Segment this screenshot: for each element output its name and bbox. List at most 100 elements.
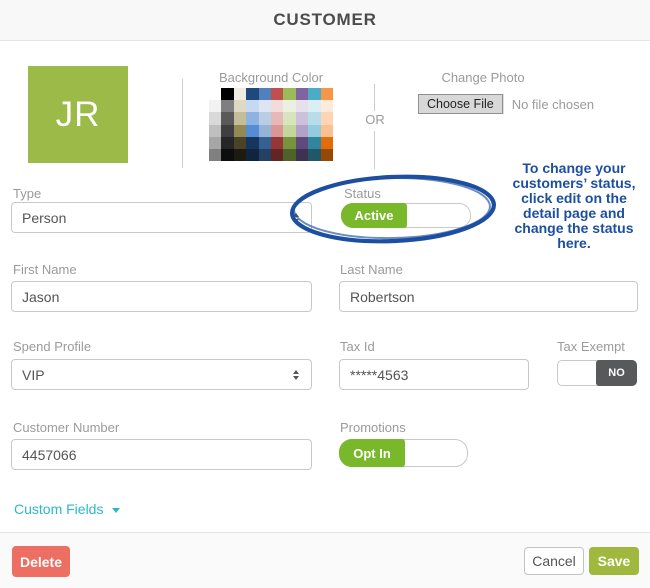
palette-swatch[interactable]: [270, 100, 284, 113]
palette-swatch[interactable]: [258, 136, 271, 149]
palette-swatch[interactable]: [246, 148, 259, 161]
choose-file-button[interactable]: Choose File: [418, 94, 503, 114]
tax-exempt-toggle-label: NO: [608, 367, 625, 379]
tax-id-label: Tax Id: [340, 339, 375, 354]
page-title: CUSTOMER: [273, 10, 377, 29]
palette-swatch[interactable]: [258, 124, 271, 137]
custom-fields-link[interactable]: Custom Fields: [14, 501, 121, 517]
divider-vertical: [502, 94, 504, 114]
background-color-palette[interactable]: [209, 88, 333, 161]
chevron-down-icon: [112, 507, 121, 513]
modal-header: CUSTOMER: [0, 0, 650, 41]
palette-swatch[interactable]: [270, 124, 284, 137]
file-input: Choose File No file chosen: [418, 94, 594, 114]
customer-number-field[interactable]: [11, 439, 312, 470]
divider-vertical: [374, 131, 375, 169]
palette-swatch[interactable]: [320, 100, 333, 113]
palette-swatch[interactable]: [246, 100, 259, 113]
palette-swatch[interactable]: [209, 112, 222, 125]
palette-swatch[interactable]: [283, 136, 296, 149]
palette-swatch[interactable]: [209, 100, 222, 113]
palette-swatch[interactable]: [209, 88, 222, 101]
palette-swatch[interactable]: [320, 88, 333, 101]
palette-swatch[interactable]: [258, 100, 271, 113]
palette-swatch[interactable]: [209, 148, 222, 161]
palette-swatch[interactable]: [308, 124, 321, 137]
palette-swatch[interactable]: [320, 148, 333, 161]
palette-swatch[interactable]: [295, 136, 309, 149]
promotions-toggle[interactable]: Opt In: [339, 439, 468, 467]
palette-swatch[interactable]: [233, 136, 247, 149]
palette-swatch[interactable]: [270, 112, 284, 125]
palette-swatch[interactable]: [308, 136, 321, 149]
palette-swatch[interactable]: [283, 124, 296, 137]
palette-swatch[interactable]: [283, 100, 296, 113]
first-name-field[interactable]: [11, 281, 312, 312]
palette-swatch[interactable]: [246, 112, 259, 125]
tax-exempt-label: Tax Exempt: [557, 339, 625, 354]
palette-swatch[interactable]: [283, 88, 296, 101]
status-toggle-label: Active: [354, 208, 394, 223]
palette-swatch[interactable]: [308, 100, 321, 113]
palette-swatch[interactable]: [308, 88, 321, 101]
spend-profile-label: Spend Profile: [13, 339, 92, 354]
palette-swatch[interactable]: [270, 136, 284, 149]
spend-profile-select[interactable]: VIP: [11, 359, 312, 390]
palette-swatch[interactable]: [283, 112, 296, 125]
type-label: Type: [13, 186, 42, 201]
background-color-label: Background Color: [218, 70, 324, 85]
palette-swatch[interactable]: [258, 88, 271, 101]
cancel-button[interactable]: Cancel: [524, 547, 584, 575]
type-select[interactable]: Person: [11, 202, 312, 233]
divider-vertical: [182, 79, 183, 168]
palette-swatch[interactable]: [221, 148, 234, 161]
palette-swatch[interactable]: [221, 88, 234, 101]
palette-swatch[interactable]: [320, 112, 333, 125]
palette-swatch[interactable]: [320, 124, 333, 137]
palette-swatch[interactable]: [246, 124, 259, 137]
palette-swatch[interactable]: [270, 88, 284, 101]
palette-swatch[interactable]: [258, 148, 271, 161]
last-name-field[interactable]: [339, 281, 638, 312]
promotions-label: Promotions: [340, 420, 406, 435]
palette-swatch[interactable]: [283, 148, 296, 161]
palette-swatch[interactable]: [308, 148, 321, 161]
promotions-toggle-label: Opt In: [353, 445, 391, 461]
status-toggle[interactable]: Active: [341, 203, 471, 228]
palette-swatch[interactable]: [209, 136, 222, 149]
tax-exempt-toggle[interactable]: NO: [557, 360, 637, 386]
save-button[interactable]: Save: [589, 547, 639, 575]
tax-id-field[interactable]: [339, 359, 529, 390]
palette-swatch[interactable]: [295, 148, 309, 161]
palette-swatch[interactable]: [295, 100, 309, 113]
divider-vertical: [374, 84, 375, 111]
palette-swatch[interactable]: [258, 112, 271, 125]
palette-swatch[interactable]: [295, 112, 309, 125]
or-label: OR: [365, 112, 385, 127]
palette-swatch[interactable]: [320, 136, 333, 149]
palette-swatch[interactable]: [246, 88, 259, 101]
custom-fields-label: Custom Fields: [14, 501, 104, 517]
palette-swatch[interactable]: [308, 112, 321, 125]
palette-swatch[interactable]: [233, 112, 247, 125]
palette-swatch[interactable]: [221, 136, 234, 149]
status-toggle-on: Active: [341, 203, 407, 228]
palette-swatch[interactable]: [295, 88, 309, 101]
palette-swatch[interactable]: [246, 136, 259, 149]
delete-button[interactable]: Delete: [12, 546, 70, 577]
customer-number-label: Customer Number: [13, 420, 120, 435]
palette-swatch[interactable]: [233, 124, 247, 137]
palette-swatch[interactable]: [221, 100, 234, 113]
select-arrows-icon: [293, 212, 299, 223]
promotions-toggle-on: Opt In: [339, 439, 405, 467]
palette-swatch[interactable]: [233, 88, 247, 101]
palette-swatch[interactable]: [221, 112, 234, 125]
palette-swatch[interactable]: [270, 148, 284, 161]
palette-swatch[interactable]: [209, 124, 222, 137]
palette-swatch[interactable]: [233, 100, 247, 113]
palette-swatch[interactable]: [233, 148, 247, 161]
modal-footer: Delete Cancel Save: [0, 532, 650, 588]
change-photo-label: Change Photo: [441, 70, 525, 85]
palette-swatch[interactable]: [295, 124, 309, 137]
palette-swatch[interactable]: [221, 124, 234, 137]
